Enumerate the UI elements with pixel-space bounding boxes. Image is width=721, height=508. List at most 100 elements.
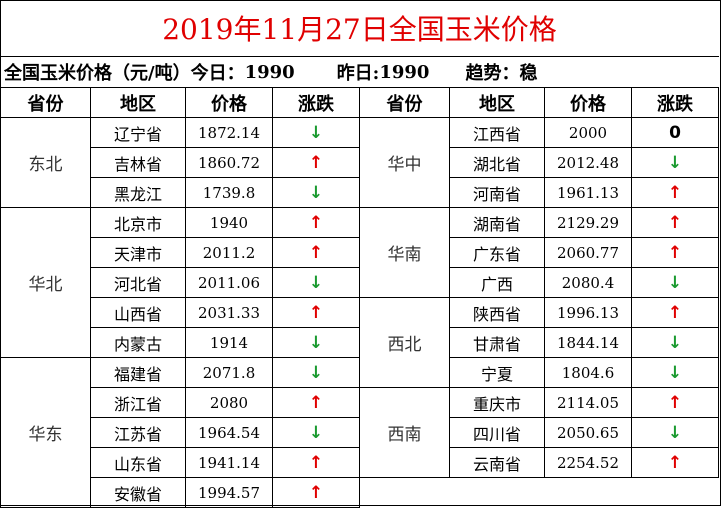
change-cell: 0 [631,117,719,148]
region-cell: 东北 [0,117,91,208]
change-cell: ↓ [272,327,360,358]
header-change: 涨跌 [631,87,719,118]
summary-label: 全国玉米价格（元/吨）今日： [4,63,245,84]
table-row: 安徽省 1994.57 ↑ [1,477,719,508]
arrow-down-icon: ↓ [667,422,683,443]
no-change-indicator: 0 [669,122,681,143]
table-row: 山西省 2031.33 ↑ 西北 陕西省 1996.13 ↑ [1,297,719,388]
change-cell: ↑ [631,297,719,328]
arrow-up-icon: ↑ [308,152,324,173]
price-table: 省份 地区 价格 涨跌 省份 地区 价格 涨跌 东北 辽宁省 1872.14 ↓ 华中江… [0,87,719,508]
arrow-down-icon: ↓ [308,122,324,143]
province-cell: 江西省 [449,117,545,148]
yesterday-price: 1990 [379,61,430,83]
price-cell: 1860.72 [185,147,273,178]
region-cell: 西南 [359,387,450,478]
province-cell: 天津市 [90,237,186,268]
header-change: 涨跌 [272,87,360,118]
arrow-down-icon: ↓ [308,272,324,293]
arrow-up-icon: ↑ [667,212,683,233]
province-cell: 河北省 [90,267,186,298]
yesterday-label: 昨日: [336,63,380,84]
province-cell: 北京市 [90,207,186,238]
province-cell: 山西省 [90,297,186,328]
change-cell: ↓ [272,417,360,448]
province-cell: 四川省 [449,417,545,448]
arrow-up-icon: ↑ [667,392,683,413]
price-cell: 2012.48 [544,147,632,178]
arrow-up-icon: ↑ [308,392,324,413]
header-price: 价格 [544,87,632,118]
change-cell: ↑ [631,207,719,238]
province-cell: 河南省 [449,177,545,208]
price-cell: 2080.4 [544,267,632,298]
price-cell: 1739.8 [185,177,273,208]
table-row: 吉林省 1860.72 ↑ 湖北省 2012.48 ↓ [1,147,719,178]
price-cell: 2254.52 [544,447,632,478]
price-cell: 2000 [544,117,632,148]
province-cell: 宁夏 [449,357,545,388]
region-cell: 西北 [359,297,450,388]
empty-cell [360,478,719,508]
change-cell: ↓ [272,357,360,388]
table-row: 华东 福建省 2071.8 ↓ 宁夏 1804.6 ↓ [0,357,719,508]
province-cell: 广东省 [449,237,545,268]
change-cell: ↓ [272,267,360,298]
province-cell: 安徽省 [90,477,186,508]
header-district: 地区 [449,87,545,118]
arrow-up-icon: ↑ [667,452,683,473]
change-cell: ↓ [631,357,719,388]
arrow-up-icon: ↑ [667,302,683,323]
province-cell: 山东省 [90,447,186,478]
province-cell: 江苏省 [90,417,186,448]
arrow-down-icon: ↓ [308,422,324,443]
arrow-down-icon: ↓ [667,152,683,173]
change-cell: ↑ [631,387,719,418]
arrow-down-icon: ↓ [667,362,683,383]
province-cell: 重庆市 [449,387,545,418]
province-cell: 内蒙古 [90,327,186,358]
change-cell: ↓ [272,177,360,208]
header-district: 地区 [90,87,186,118]
price-cell: 2011.2 [185,237,273,268]
province-cell: 辽宁省 [90,117,186,148]
province-cell: 云南省 [449,447,545,478]
table-row: 河北省 2011.06 ↓ 广西 2080.4 ↓ [1,267,719,298]
province-cell: 陕西省 [449,297,545,328]
change-cell: ↑ [631,447,719,478]
change-cell: ↑ [272,237,360,268]
province-cell: 广西 [449,267,545,298]
arrow-up-icon: ↑ [308,452,324,473]
change-cell: ↑ [272,207,360,238]
change-cell: ↓ [631,417,719,448]
region-cell: 华东 [0,357,91,508]
region-cell: 华中 [359,117,450,208]
price-cell: 1996.13 [544,297,632,328]
price-cell: 1804.6 [544,357,632,388]
trend-label: 趋势： [465,63,520,84]
province-cell: 福建省 [90,357,186,388]
province-cell: 湖北省 [449,147,545,178]
price-cell: 1940 [185,207,273,238]
change-cell: ↑ [272,447,360,478]
price-cell: 1844.14 [544,327,632,358]
header-price: 价格 [185,87,273,118]
price-cell: 1941.14 [185,447,273,478]
today-price: 1990 [244,61,295,83]
price-cell: 1914 [185,327,273,358]
arrow-down-icon: ↓ [308,332,324,353]
price-cell: 1961.13 [544,177,632,208]
header-province: 省份 [359,87,450,118]
province-cell: 黑龙江 [90,177,186,208]
price-cell: 2011.06 [185,267,273,298]
province-cell: 湖南省 [449,207,545,238]
arrow-up-icon: ↑ [667,182,683,203]
price-cell: 2071.8 [185,357,273,388]
trend-value: 稳 [519,63,538,84]
table-row: 山东省 1941.14 ↑ 云南省 2254.52 ↑ [1,447,719,478]
page-title: 2019年11月27日全国玉米价格 [162,13,557,46]
region-cell: 华北 [0,207,91,358]
summary-bar: 全国玉米价格（元/吨）今日： 1990 昨日: 1990 趋势： 稳 [0,57,719,87]
table-row: 东北 辽宁省 1872.14 ↓ 华中 江西省 2000 0 [0,117,719,208]
header-province: 省份 [0,87,91,118]
